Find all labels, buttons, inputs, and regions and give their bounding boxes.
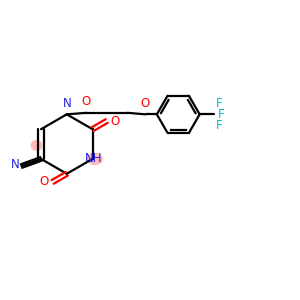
Ellipse shape (31, 140, 43, 151)
Text: O: O (82, 95, 91, 108)
Text: F: F (218, 108, 225, 121)
Text: O: O (39, 176, 49, 188)
Text: O: O (140, 97, 150, 110)
Text: O: O (111, 115, 120, 128)
Text: F: F (216, 97, 223, 110)
Text: F: F (216, 119, 223, 132)
Ellipse shape (87, 153, 103, 165)
Text: N: N (11, 158, 19, 171)
Text: NH: NH (85, 152, 103, 165)
Text: N: N (62, 97, 71, 110)
